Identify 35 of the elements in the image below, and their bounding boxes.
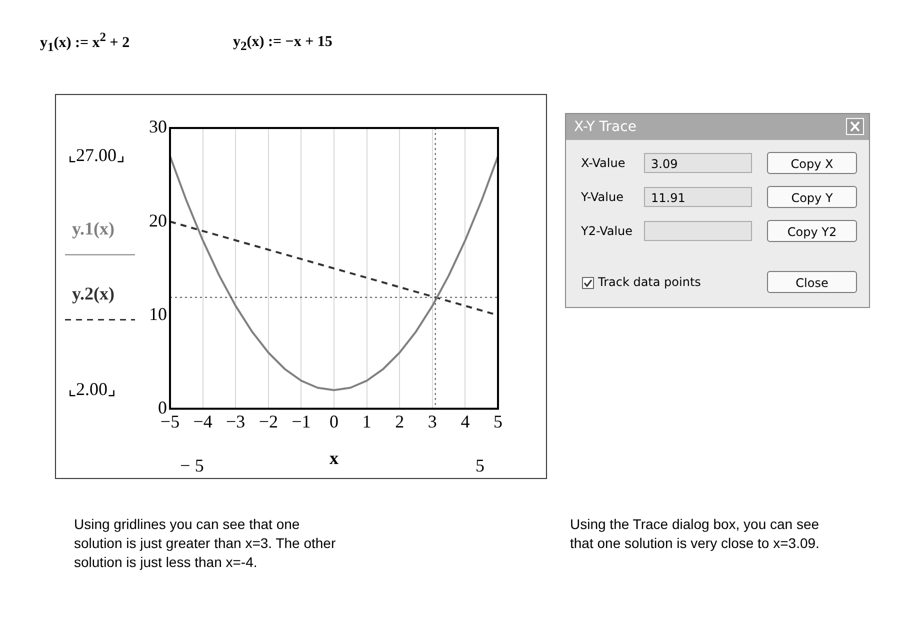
text: − 5 [180,456,204,476]
x-tick-label: −3 [226,411,246,432]
x-tick-label: 4 [460,411,470,432]
text: 5 [476,456,484,476]
text: Y2-Value [581,224,633,238]
text: Using gridlines you can see that one solution is just greater than x=3. The other solution is just less than x=-4. [74,515,337,572]
x-tick-label: 1 [362,411,372,432]
x-tick-label: −2 [258,411,278,432]
button: Copy X [767,152,857,174]
button: Close [767,271,857,293]
x-tick-label: −4 [193,411,212,432]
y-tick-label: 10 [149,304,167,324]
x-tick-label: 2 [395,411,404,432]
text: y$_{1}$(x) := x$^{2}$ + 2 [40,30,130,55]
x-tick-label: 3 [428,411,437,432]
text: Using the Trace dialog box, you can see that one solution is very close to x=3.09. [570,515,820,553]
button: Copy Y2 [767,220,857,242]
text: y.1(x) [72,218,114,239]
text: ⌞27.00⌟ [68,144,124,165]
y-tick-label: 30 [149,116,167,137]
x-tick-label: 0 [330,411,338,432]
y-tick-label: 20 [149,210,167,230]
text: y$_{2}$(x) := −x + 15 [233,34,332,54]
text: X-Y Trace [574,119,636,135]
button: Copy Y [767,186,857,208]
x-tick-label: −1 [292,411,311,432]
text: Y-Value [581,190,624,204]
text: y.2(x) [72,284,114,304]
x-axis-title: x [330,448,338,468]
text-field: 3.09 [644,153,752,173]
x-tick-label: 5 [494,411,502,432]
text: X-Value [581,156,626,170]
text: ⌞2.00⌟ [68,378,116,399]
text: Track data points [598,275,701,289]
text-field: 11.91 [644,187,752,207]
